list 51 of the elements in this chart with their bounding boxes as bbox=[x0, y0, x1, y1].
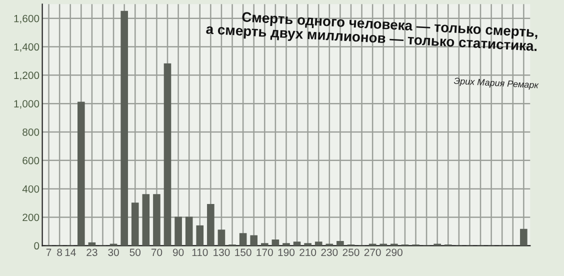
bar bbox=[131, 202, 139, 246]
x-tick-label: 14 bbox=[65, 248, 76, 256]
y-tick-label: 0 bbox=[34, 242, 40, 250]
y-tick-label: 600 bbox=[22, 156, 40, 164]
bar bbox=[218, 230, 226, 246]
bar bbox=[185, 216, 193, 246]
x-tick-label: 290 bbox=[386, 248, 402, 256]
bar bbox=[207, 204, 214, 246]
x-tick-label: 23 bbox=[86, 248, 98, 256]
annotation: Эрих Мария Ремарк bbox=[454, 78, 539, 90]
x-tick-label: 130 bbox=[214, 248, 230, 256]
x-tick-label: 250 bbox=[342, 248, 360, 256]
x-tick-label: 110 bbox=[192, 248, 208, 256]
x-tick-label: 8 bbox=[57, 248, 62, 256]
bar bbox=[272, 240, 280, 246]
bar bbox=[174, 216, 182, 246]
x-tick-label: 210 bbox=[300, 248, 316, 256]
x-tick-label: 90 bbox=[172, 248, 184, 256]
y-tick-label: 800 bbox=[22, 128, 40, 136]
annotation: Смерть одного человека — только смерть, а смерть двух миллионов — только статистика. bbox=[206, 12, 538, 54]
bar bbox=[78, 102, 85, 246]
y-tick-label: 1,600 bbox=[14, 14, 40, 24]
bar bbox=[304, 243, 312, 246]
x-tick-label: 30 bbox=[108, 248, 119, 256]
x-tick-label: 150 bbox=[235, 248, 252, 256]
bar bbox=[196, 225, 204, 246]
bar bbox=[164, 63, 172, 246]
y-tick-label: 1,000 bbox=[14, 100, 40, 109]
bar bbox=[250, 235, 258, 246]
x-tick-label: 7 bbox=[46, 248, 52, 256]
bar bbox=[282, 243, 290, 246]
bar bbox=[293, 242, 301, 246]
bar bbox=[88, 242, 96, 246]
x-tick-label: 50 bbox=[130, 248, 141, 256]
x-tick-label: 190 bbox=[278, 248, 295, 256]
bar bbox=[142, 194, 150, 246]
bar bbox=[336, 240, 344, 246]
bar bbox=[260, 243, 268, 246]
bar bbox=[120, 10, 128, 246]
bar bbox=[153, 194, 160, 246]
bar bbox=[314, 242, 322, 246]
bar bbox=[520, 228, 528, 246]
y-tick-label: 400 bbox=[22, 185, 40, 193]
bar bbox=[239, 233, 247, 246]
x-tick-label: 170 bbox=[256, 248, 273, 256]
y-tick-label: 1,400 bbox=[14, 43, 40, 52]
x-tick-label: 70 bbox=[151, 248, 162, 256]
x-tick-label: 230 bbox=[321, 248, 338, 256]
x-tick-label: 270 bbox=[364, 248, 381, 256]
y-tick-label: 200 bbox=[22, 214, 40, 222]
y-tick-label: 1,200 bbox=[14, 72, 40, 80]
